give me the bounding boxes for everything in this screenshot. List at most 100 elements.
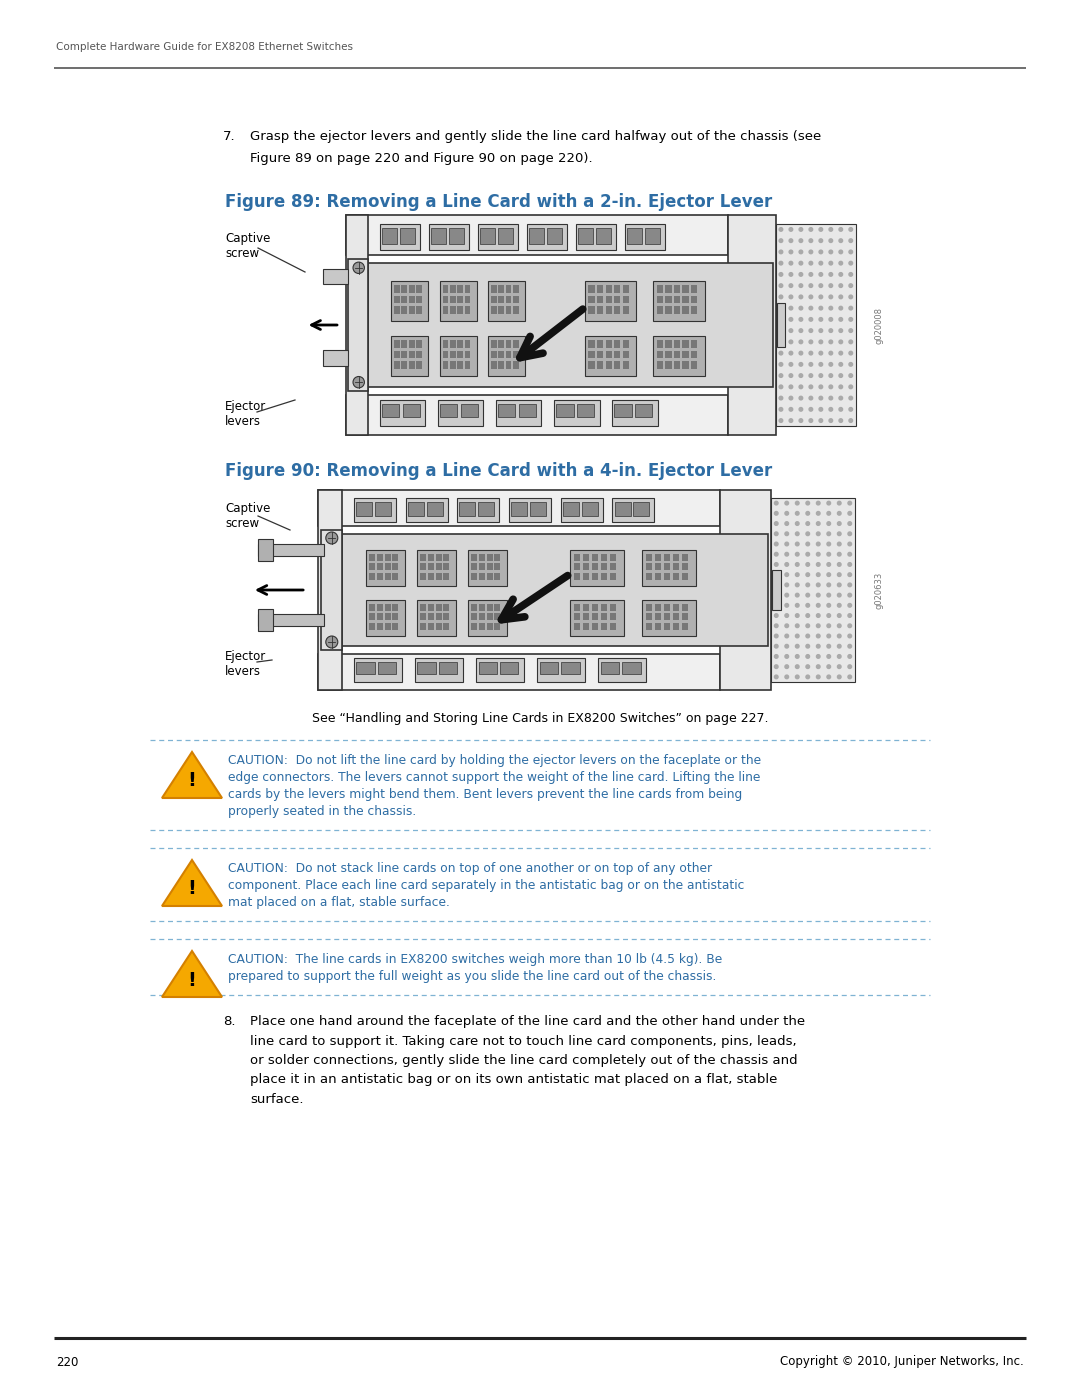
- Circle shape: [849, 374, 852, 377]
- Bar: [495, 623, 500, 630]
- Bar: [435, 613, 442, 620]
- Bar: [622, 360, 629, 369]
- Bar: [683, 341, 689, 348]
- Circle shape: [816, 644, 820, 648]
- Circle shape: [839, 239, 842, 243]
- Circle shape: [806, 624, 810, 627]
- Text: CAUTION:  Do not lift the line card by holding the ejector levers on the facepla: CAUTION: Do not lift the line card by ho…: [228, 754, 761, 767]
- Bar: [597, 306, 604, 314]
- Circle shape: [839, 397, 842, 400]
- Text: Ejector
levers: Ejector levers: [225, 400, 267, 427]
- Text: component. Place each line card separately in the antistatic bag or on the antis: component. Place each line card separate…: [228, 879, 744, 893]
- Bar: [356, 662, 375, 673]
- Bar: [657, 360, 663, 369]
- Bar: [437, 400, 484, 426]
- Circle shape: [806, 552, 810, 556]
- Bar: [491, 360, 497, 369]
- Text: mat placed on a flat, stable surface.: mat placed on a flat, stable surface.: [228, 895, 450, 909]
- Bar: [377, 613, 382, 620]
- Circle shape: [819, 374, 823, 377]
- Text: edge connectors. The levers cannot support the weight of the line card. Lifting : edge connectors. The levers cannot suppo…: [228, 771, 760, 784]
- Circle shape: [837, 502, 841, 504]
- Bar: [478, 662, 497, 673]
- Bar: [673, 563, 679, 570]
- Circle shape: [837, 583, 841, 587]
- Bar: [400, 228, 415, 243]
- Bar: [683, 296, 689, 303]
- Bar: [416, 341, 422, 348]
- Bar: [554, 400, 599, 426]
- Circle shape: [819, 250, 823, 254]
- Bar: [420, 573, 426, 580]
- Bar: [513, 351, 518, 359]
- Circle shape: [837, 613, 841, 617]
- Circle shape: [785, 552, 788, 556]
- Circle shape: [809, 363, 812, 366]
- Bar: [444, 563, 449, 570]
- Circle shape: [829, 228, 833, 232]
- Bar: [540, 662, 558, 673]
- Bar: [402, 306, 407, 314]
- Circle shape: [819, 295, 823, 299]
- Circle shape: [796, 511, 799, 515]
- Bar: [394, 351, 400, 359]
- Bar: [496, 400, 541, 426]
- Circle shape: [809, 351, 812, 355]
- Circle shape: [819, 239, 823, 243]
- Text: Complete Hardware Guide for EX8208 Ethernet Switches: Complete Hardware Guide for EX8208 Ether…: [56, 42, 353, 52]
- Bar: [691, 296, 698, 303]
- Bar: [505, 341, 512, 348]
- Bar: [464, 306, 471, 314]
- Circle shape: [848, 594, 851, 597]
- Circle shape: [829, 374, 833, 377]
- Bar: [391, 281, 429, 320]
- Bar: [394, 360, 400, 369]
- Bar: [681, 573, 688, 580]
- Circle shape: [326, 636, 338, 648]
- Bar: [657, 341, 663, 348]
- Bar: [498, 404, 515, 418]
- Bar: [556, 404, 573, 418]
- Text: See “Handling and Storing Line Cards in EX8200 Switches” on page 227.: See “Handling and Storing Line Cards in …: [312, 712, 768, 725]
- Circle shape: [849, 351, 852, 355]
- Circle shape: [839, 351, 842, 355]
- Circle shape: [829, 295, 833, 299]
- Bar: [529, 228, 544, 243]
- Bar: [562, 662, 580, 673]
- Bar: [654, 555, 661, 562]
- Bar: [582, 563, 590, 570]
- Circle shape: [785, 634, 788, 638]
- Circle shape: [848, 624, 851, 627]
- Circle shape: [837, 542, 841, 546]
- Bar: [615, 351, 620, 359]
- Circle shape: [809, 317, 812, 321]
- Circle shape: [819, 272, 823, 277]
- Bar: [443, 351, 448, 359]
- Bar: [498, 341, 504, 348]
- Text: 220: 220: [56, 1355, 79, 1369]
- Bar: [585, 337, 636, 376]
- Circle shape: [326, 532, 338, 543]
- Circle shape: [779, 228, 783, 232]
- Circle shape: [849, 284, 852, 288]
- Bar: [570, 599, 624, 636]
- Bar: [728, 215, 775, 434]
- Circle shape: [839, 295, 842, 299]
- Circle shape: [774, 594, 778, 597]
- Bar: [402, 296, 407, 303]
- Circle shape: [839, 363, 842, 366]
- Circle shape: [829, 272, 833, 277]
- Bar: [681, 563, 688, 570]
- Circle shape: [819, 261, 823, 265]
- Circle shape: [779, 272, 783, 277]
- Bar: [609, 613, 617, 620]
- Bar: [369, 563, 375, 570]
- Circle shape: [779, 339, 783, 344]
- Circle shape: [353, 377, 364, 388]
- Bar: [513, 341, 518, 348]
- Bar: [505, 285, 512, 293]
- Bar: [440, 662, 457, 673]
- Circle shape: [796, 634, 799, 638]
- Circle shape: [774, 634, 778, 638]
- Bar: [394, 285, 400, 293]
